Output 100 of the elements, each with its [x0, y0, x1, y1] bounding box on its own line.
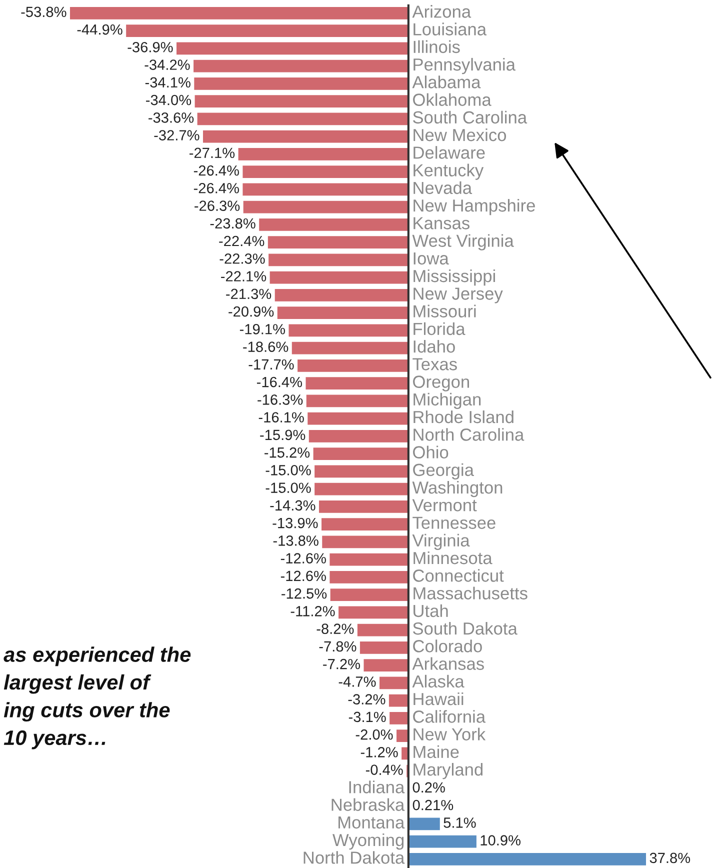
bar — [267, 252, 410, 268]
bar — [276, 305, 410, 320]
y-tick-label: Montana — [338, 816, 405, 829]
bar — [408, 852, 648, 867]
y-tick-label: Tennessee — [412, 516, 496, 529]
bar — [124, 23, 410, 38]
data-label: -1.2% — [360, 747, 398, 758]
bar — [268, 270, 410, 286]
data-label: -11.2% — [290, 606, 335, 616]
bar — [320, 534, 410, 550]
data-label: -36.9% — [128, 42, 173, 52]
data-label: -34.1% — [145, 77, 190, 88]
bar — [328, 587, 410, 602]
data-label: 0.21% — [412, 800, 454, 810]
data-label: -19.1% — [240, 324, 285, 334]
data-label: -16.3% — [258, 394, 303, 405]
data-label: -17.7% — [248, 359, 294, 370]
y-tick-label: Idaho — [414, 340, 455, 353]
data-label: -4.7% — [338, 676, 376, 687]
data-label: -20.9% — [228, 306, 274, 317]
data-label: -12.6% — [280, 553, 326, 564]
data-label: 0.2% — [412, 782, 445, 793]
bar — [202, 128, 410, 144]
bar — [388, 710, 410, 726]
bar — [273, 288, 410, 303]
y-tick-label: Wyoming — [332, 833, 404, 850]
bar — [296, 358, 410, 374]
bar — [328, 552, 410, 568]
bar — [337, 604, 410, 620]
y-tick-label: Maryland — [414, 762, 482, 780]
data-label: -23.8% — [210, 218, 256, 229]
data-label: -44.9% — [77, 24, 122, 35]
data-label: -22.3% — [220, 254, 265, 264]
y-tick-label: Nebraska — [332, 798, 405, 811]
data-label: -27.1% — [190, 148, 235, 158]
y-tick-label: Louisiana — [414, 22, 487, 36]
bar — [318, 499, 410, 514]
data-label: -13.9% — [272, 518, 318, 528]
data-label: -15.0% — [266, 465, 311, 476]
data-label: -18.6% — [243, 342, 288, 352]
bar — [196, 111, 410, 126]
bar — [193, 94, 410, 109]
bar — [266, 234, 410, 250]
y-tick-label: New York — [414, 728, 486, 740]
y-tick-label: Illinois — [414, 40, 460, 54]
bar — [313, 481, 410, 497]
bar — [362, 658, 410, 673]
y-tick-label: Arkansas — [412, 657, 484, 670]
y-tick-label: Indiana — [349, 780, 405, 794]
data-label: -15.0% — [266, 482, 311, 493]
y-tick-label: Washington — [412, 480, 502, 498]
bar — [308, 428, 410, 444]
y-tick-label: Kansas — [414, 217, 470, 230]
y-tick-label: California — [413, 710, 486, 723]
y-tick-label: Oklahoma — [413, 93, 492, 106]
bar — [192, 58, 410, 74]
y-tick-label: Massachusetts — [414, 586, 528, 600]
y-tick-label: South Carolina — [413, 110, 528, 124]
data-label: -8.2% — [316, 624, 354, 634]
data-label: -16.4% — [256, 376, 302, 388]
y-tick-label: Florida — [414, 322, 466, 336]
y-tick-label: Connecticut — [413, 569, 504, 582]
y-tick-label: Alabama — [412, 76, 481, 88]
bar — [258, 217, 410, 232]
bar — [290, 340, 410, 356]
bar — [242, 199, 410, 215]
data-label: -33.6% — [148, 112, 194, 123]
data-label: -22.1% — [221, 271, 266, 282]
bar — [388, 692, 410, 708]
bar — [304, 393, 410, 408]
data-label: -34.0% — [146, 94, 192, 106]
bar — [312, 446, 410, 462]
bar — [328, 570, 410, 585]
y-tick-label: Michigan — [414, 392, 481, 410]
data-label: -21.3% — [226, 288, 272, 300]
y-tick-label: Rhode Island — [414, 410, 514, 424]
data-label: -22.4% — [219, 236, 264, 246]
bar — [175, 40, 410, 56]
data-label: -12.6% — [280, 570, 326, 582]
data-label: -3.2% — [348, 694, 386, 704]
y-tick-label: North Carolina — [414, 428, 524, 441]
y-tick-label: Nevada — [414, 181, 472, 194]
bar — [378, 675, 410, 690]
y-tick-label: Georgia — [413, 463, 474, 480]
bar — [304, 376, 410, 391]
y-tick-label: North Dakota — [304, 851, 405, 864]
y-tick-label: Pennsylvania — [414, 58, 516, 74]
data-label: -32.7% — [154, 130, 200, 140]
bar — [68, 6, 410, 21]
data-label: -2.0% — [356, 729, 393, 740]
y-tick-label: Oregon — [413, 376, 469, 392]
bar — [192, 76, 410, 92]
annotation: as experienced the largest level of ing cuts over the 10 years… — [4, 646, 191, 750]
data-label: -26.4% — [194, 183, 239, 194]
data-label: -7.2% — [323, 658, 360, 670]
y-tick-label: Iowa — [414, 252, 449, 265]
y-tick-label: Vermont — [412, 499, 477, 512]
y-tick-label: Colorado — [413, 640, 482, 652]
bar — [236, 146, 410, 162]
y-tick-label: Minnesota — [414, 551, 492, 564]
